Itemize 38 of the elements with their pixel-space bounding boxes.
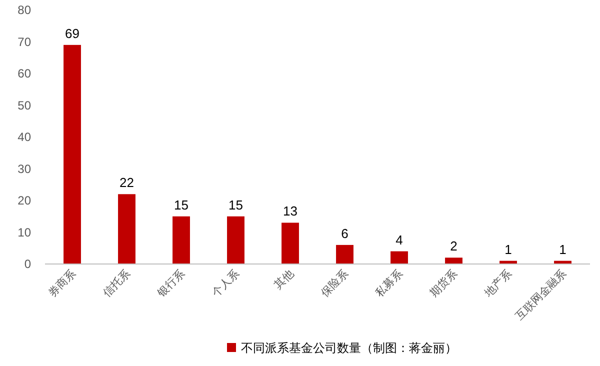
- legend-label: 不同派系基金公司数量（制图：蒋金丽）: [241, 341, 457, 355]
- data-label: 1: [559, 242, 566, 257]
- y-tick-label: 50: [18, 98, 32, 112]
- y-tick-label: 40: [18, 130, 32, 144]
- data-label: 69: [65, 26, 80, 41]
- x-tick-label: 保险系: [318, 266, 351, 300]
- data-label: 4: [396, 232, 403, 248]
- data-label: 13: [283, 204, 298, 219]
- bar: [172, 216, 190, 264]
- y-tick-label: 20: [18, 194, 32, 208]
- x-tick-label: 个人系: [209, 266, 242, 300]
- data-label: 6: [341, 226, 348, 241]
- y-tick-label: 60: [18, 66, 32, 80]
- data-label: 2: [450, 238, 458, 254]
- bar: [336, 244, 354, 264]
- y-tick-label: 10: [18, 225, 32, 240]
- data-label: 15: [174, 197, 188, 212]
- bar: [445, 258, 462, 264]
- bar: [118, 194, 136, 264]
- x-tick-label: 期货系: [427, 266, 460, 300]
- bar: [390, 251, 408, 264]
- y-tick-label: 80: [18, 3, 32, 17]
- data-label: 22: [120, 175, 134, 190]
- x-tick-label: 银行系: [154, 266, 188, 300]
- y-tick-label: 30: [18, 162, 32, 176]
- bar: [282, 222, 299, 264]
- y-tick-label: 70: [18, 34, 32, 49]
- x-tick-label: 地产系: [481, 266, 514, 300]
- x-tick-label: 券商系: [46, 266, 78, 300]
- bar: [64, 44, 81, 264]
- y-tick-label: 0: [24, 257, 32, 271]
- x-tick-label: 其他: [272, 266, 296, 292]
- x-tick-label: 私募系: [372, 266, 406, 300]
- x-tick-label: 互联网金融系: [513, 266, 569, 323]
- data-label: 15: [228, 197, 243, 212]
- data-label: 1: [504, 242, 512, 257]
- x-tick-label: 信托系: [100, 266, 133, 300]
- bar: [227, 216, 244, 264]
